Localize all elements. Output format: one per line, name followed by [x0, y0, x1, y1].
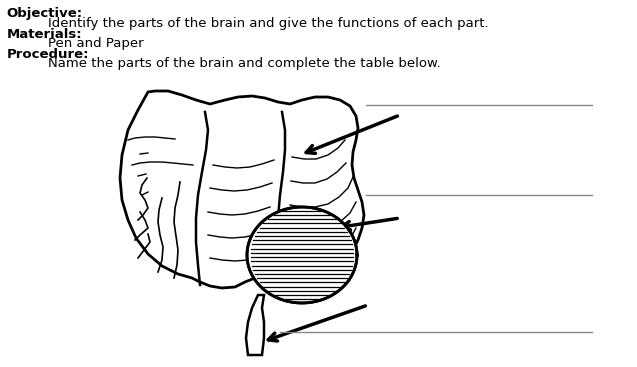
- Polygon shape: [246, 295, 264, 355]
- Text: Objective:: Objective:: [6, 7, 83, 20]
- Text: Identify the parts of the brain and give the functions of each part.: Identify the parts of the brain and give…: [48, 17, 489, 29]
- Polygon shape: [247, 207, 357, 303]
- Text: Procedure:: Procedure:: [6, 48, 89, 61]
- Text: Materials:: Materials:: [6, 28, 82, 40]
- Text: Name the parts of the brain and complete the table below.: Name the parts of the brain and complete…: [48, 57, 441, 70]
- Polygon shape: [120, 91, 364, 289]
- Text: Pen and Paper: Pen and Paper: [48, 37, 143, 50]
